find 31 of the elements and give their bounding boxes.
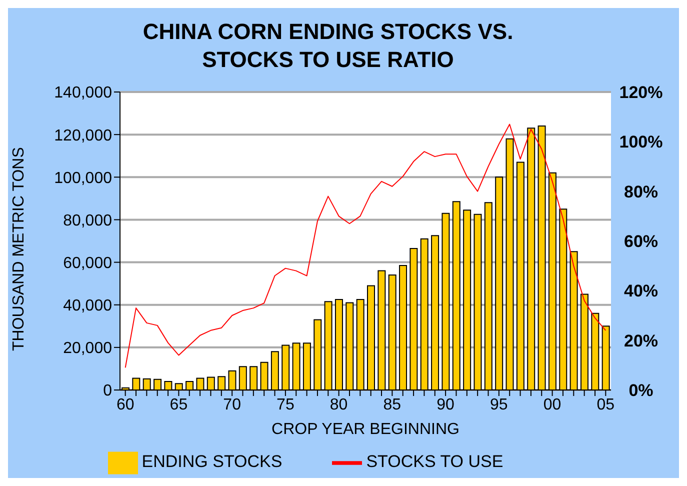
y-tick-label: 140,000 (54, 84, 112, 102)
y2-tick-label: 40% (624, 282, 658, 301)
y-tick-label: 100,000 (54, 170, 112, 187)
x-tick-label: 85 (383, 396, 402, 414)
y-tick-label: 80,000 (63, 212, 112, 230)
y2-tick-label: 60% (624, 232, 658, 252)
x-tick-label: 65 (170, 396, 188, 414)
x-tick-label: 75 (276, 396, 294, 414)
y-tick-label: 60,000 (63, 254, 112, 272)
y2-tick-label: 100% (619, 132, 663, 152)
y2-tick-label: 80% (624, 182, 658, 202)
x-axis-title: CROP YEAR BEGINNING (272, 421, 460, 438)
y-axis-title: THOUSAND METRIC TONS (10, 147, 28, 351)
y-tick-label: 20,000 (63, 340, 112, 358)
y2-tick-label: 120% (619, 83, 663, 102)
y-tick-label: 40,000 (63, 298, 112, 315)
line-series (124, 124, 606, 368)
y-tick-label: 0 (103, 382, 112, 400)
y-tick-label: 120,000 (54, 127, 112, 144)
x-tick-label: 60 (116, 396, 134, 414)
x-tick-label: 70 (223, 396, 242, 414)
legend-label: ENDING STOCKS (142, 452, 282, 472)
x-tick-label: 90 (436, 396, 455, 414)
x-tick-label: 05 (596, 396, 615, 414)
x-tick-label: 80 (330, 396, 348, 414)
x-tick-label: 95 (490, 396, 508, 414)
x-tick-label: 00 (543, 396, 562, 414)
chart-title: CHINA CORN ENDING STOCKS VS. STOCKS TO USE RATIO (142, 18, 514, 74)
legend-label: STOCKS TO USE (366, 452, 504, 472)
y2-tick-label: 20% (624, 331, 658, 350)
y2-tick-label: 0% (628, 381, 654, 400)
